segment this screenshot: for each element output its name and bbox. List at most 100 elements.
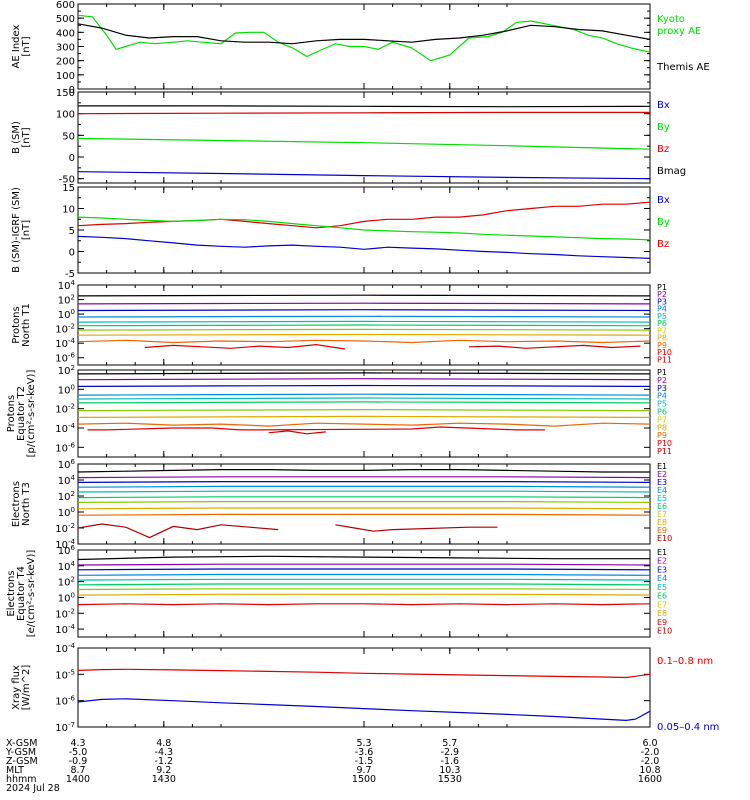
- axis-row-value: -3.6: [355, 747, 374, 758]
- panel-4: [77, 284, 651, 366]
- legend-entry: P3: [657, 298, 667, 307]
- series-line: [78, 490, 650, 493]
- legend-entry: proxy AE: [657, 26, 701, 37]
- y-tick-label: 102: [58, 576, 75, 589]
- axis-row-value: -4.3: [155, 747, 174, 758]
- legend-entry: P6: [657, 319, 667, 328]
- legend-entry: P2: [657, 290, 667, 299]
- y-axis-label: AE Index[nT]: [11, 24, 32, 68]
- series-line: [78, 578, 650, 581]
- y-tick-label: 10-7: [55, 721, 75, 734]
- series-line: [78, 513, 650, 516]
- y-tick-label: 10-4: [55, 642, 75, 655]
- y-tick-label: 0: [69, 153, 75, 164]
- axis-row-value: 10.8: [639, 765, 660, 776]
- legend-entry: P8: [657, 334, 667, 343]
- y-tick-label: -5: [65, 269, 75, 280]
- legend-entry: 0.05–0.4 nm: [657, 722, 719, 733]
- series-line: [78, 563, 650, 566]
- series-line: [78, 568, 650, 571]
- series-line: [78, 501, 650, 503]
- axis-row-value: 5.7: [442, 738, 457, 749]
- series-line: [78, 384, 650, 387]
- series-line: [78, 111, 650, 115]
- y-tick-label: 10-4: [55, 337, 75, 350]
- legend-entry: E3: [657, 478, 667, 487]
- legend-entry: E9: [657, 618, 667, 627]
- series-line: [78, 333, 650, 336]
- axis-row-value: 1400: [66, 774, 90, 785]
- y-tick-label: 10-4: [55, 422, 75, 435]
- y-tick-label: 5: [69, 226, 75, 237]
- axis-row-value: 9.2: [156, 765, 171, 776]
- axis-row-value: -0.9: [69, 756, 88, 767]
- y-tick-label: 106: [58, 458, 76, 471]
- legend-entry: E7: [657, 510, 667, 519]
- series-line: [78, 315, 650, 318]
- series-line: [78, 593, 650, 596]
- series-line: [78, 23, 650, 45]
- legend-entry: P6: [657, 408, 667, 417]
- y-tick-label: 10-2: [55, 607, 75, 620]
- legend-entry: Bmag: [657, 166, 686, 177]
- series-line: [78, 372, 650, 375]
- legend-entry: Bz: [657, 239, 669, 250]
- legend-entry: Kyoto: [657, 14, 685, 25]
- series-line: [78, 507, 650, 510]
- legend-entry: By: [657, 217, 670, 228]
- axis-row-value: -1.5: [355, 756, 374, 767]
- y-tick-label: 10: [62, 205, 75, 216]
- y-tick-label: 102: [58, 490, 75, 503]
- y-tick-label: 100: [58, 506, 75, 519]
- legend-entry: E5: [657, 494, 667, 503]
- series-line: [78, 201, 650, 229]
- panel-1: [77, 3, 651, 90]
- y-tick-label: 100: [58, 308, 75, 321]
- legend-entry: P11: [657, 447, 672, 456]
- legend-entry: By: [657, 122, 670, 133]
- legend-entry: E2: [657, 470, 667, 479]
- legend-entry: E1: [657, 462, 667, 471]
- y-tick-label: 150: [56, 88, 75, 99]
- axis-row-value: 4.8: [156, 738, 171, 749]
- series-line: [78, 469, 650, 473]
- legend-entry: E8: [657, 609, 667, 618]
- axis-row-label: hhmm: [6, 774, 37, 785]
- axis-row-value: -1.6: [441, 756, 460, 767]
- legend-entry: Themis AE: [656, 62, 710, 73]
- axis-row-value: 6.0: [642, 738, 657, 749]
- series-line: [78, 523, 279, 539]
- y-tick-label: 600: [56, 0, 75, 11]
- legend-entry: P4: [657, 305, 667, 314]
- legend-entry: E4: [657, 486, 667, 495]
- y-tick-label: 10-2: [55, 522, 75, 535]
- series-line: [78, 324, 650, 327]
- series-line: [78, 105, 650, 108]
- y-axis-label: ProtonsEquator T2[p/(cm²-s-sr-keV)]: [6, 370, 37, 458]
- date-label: 2024 Jul 28: [6, 783, 60, 794]
- y-tick-label: 200: [56, 57, 75, 68]
- series-line: [78, 481, 650, 483]
- panel-3: [77, 186, 651, 274]
- legend-entry: E10: [657, 534, 672, 543]
- y-tick-label: 106: [58, 544, 76, 557]
- legend-entry: P5: [657, 400, 667, 409]
- series-line: [78, 328, 650, 331]
- series-line: [78, 401, 650, 404]
- series-line: [78, 397, 650, 400]
- legend-entry: P1: [657, 283, 667, 292]
- series-line: [468, 344, 641, 349]
- axis-row-value: -2.9: [441, 747, 460, 758]
- legend-entry: P1: [657, 368, 667, 377]
- legend-entry: Bx: [657, 100, 670, 111]
- y-axis-label: B (SM)-IGRF (SM)[nT]: [11, 187, 32, 273]
- legend-entry: E1: [657, 548, 667, 557]
- y-tick-label: -50: [59, 175, 75, 186]
- legend-entry: P8: [657, 423, 667, 432]
- legend-entry: E2: [657, 557, 667, 566]
- y-axis-label: ElectronsNorth T3: [11, 481, 32, 527]
- series-line: [78, 339, 650, 344]
- axis-row-value: -2.0: [641, 756, 660, 767]
- legend-entry: E8: [657, 518, 667, 527]
